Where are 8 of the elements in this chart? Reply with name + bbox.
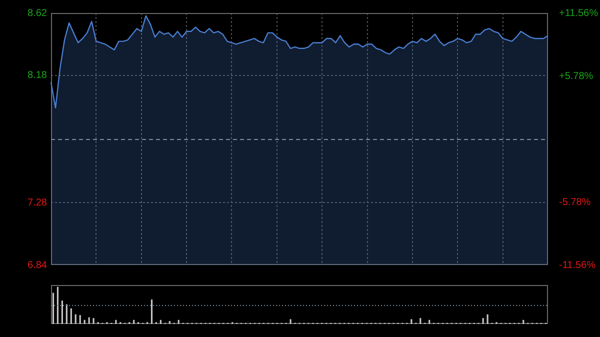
y-tick-label: 8.62 [28, 8, 48, 19]
y-tick-label: 8.18 [28, 70, 48, 82]
y-tick-label: 6.84 [28, 260, 48, 271]
y-tick-label: 7.28 [28, 197, 48, 208]
y2-tick-label: +11.56% [559, 8, 598, 19]
y2-tick-label: -5.78% [559, 196, 591, 208]
y2-tick-label: -11.56% [559, 260, 596, 271]
y2-tick-label: +5.78% [559, 70, 594, 82]
